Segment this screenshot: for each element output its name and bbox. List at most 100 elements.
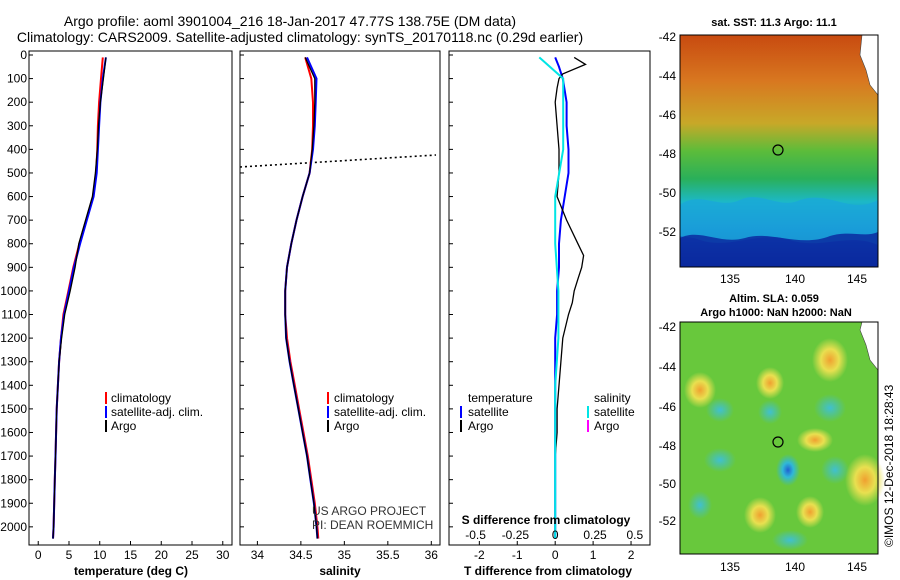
ytick-label: 100 (7, 72, 27, 86)
ytick-label: 1900 (0, 496, 27, 510)
temperature-panel-frame (28, 50, 233, 546)
sla-ytick: -44 (659, 360, 677, 374)
sla-low-anomaly (704, 448, 736, 472)
ytick-label: 1500 (0, 402, 27, 416)
xtick-label: 34.5 (289, 548, 313, 562)
sla-map (679, 321, 885, 555)
sla-map-field (680, 322, 878, 554)
ytick-label: 500 (7, 166, 27, 180)
sst-ytick: -46 (659, 108, 677, 122)
ytick-label: 1400 (0, 378, 27, 392)
project-annotation: US ARGO PROJECT (312, 504, 427, 518)
legend-s-argo-label: Argo (594, 419, 620, 433)
salinity-legend: climatology satellite-adj. clim. Argo (327, 391, 426, 433)
s-xtick-label: -0.25 (502, 528, 530, 542)
sst-ytick: -50 (659, 186, 677, 200)
sla-ytick: -46 (659, 400, 677, 414)
sla-xtick: 135 (720, 560, 740, 574)
legend-temperature-title: temperature (468, 391, 533, 405)
legend-s-satellite-label: satellite (594, 405, 635, 419)
legend-climatology-label: climatology (111, 391, 171, 405)
xtick-label: 35.5 (376, 548, 400, 562)
sst-map-title: sat. SST: 11.3 Argo: 11.1 (711, 17, 837, 29)
sst-cold-front (680, 197, 878, 245)
difference-series (538, 56, 587, 539)
sla-ytick: -50 (659, 477, 677, 491)
sla-map-title-2: Argo h1000: NaN h2000: NaN (700, 307, 852, 319)
sla-map-frame (679, 321, 879, 555)
salinity-xlabel: salinity (319, 564, 361, 578)
xtick-label: 0 (35, 548, 42, 562)
series-s-satellite (538, 56, 565, 539)
xtick-label: 5 (66, 548, 73, 562)
ytick-label: 1300 (0, 355, 27, 369)
sla-high-anomaly (797, 428, 833, 452)
legend-climatology-label: climatology (334, 391, 394, 405)
sst-cold-water (680, 232, 878, 267)
sla-high-anomaly (744, 497, 776, 533)
difference-panel-frame (448, 50, 651, 546)
ytick-label: 0 (20, 48, 27, 62)
xtick-label: -1 (512, 548, 523, 562)
title-line-2: Climatology: CARS2009. Satellite-adjuste… (17, 29, 583, 45)
sla-ytick: -52 (659, 514, 677, 528)
sst-argo-marker (772, 144, 784, 156)
sla-high-anomaly (796, 496, 824, 528)
title-line-1: Argo profile: aoml 3901004_216 18-Jan-20… (64, 13, 516, 29)
series-argo (52, 57, 107, 539)
sst-map-xticks: 135 140 145 (720, 272, 867, 286)
sla-low-anomaly (814, 394, 846, 422)
xtick-label: 34 (251, 548, 265, 562)
legend-argo-label: Argo (111, 419, 137, 433)
sla-high-anomaly (845, 454, 885, 506)
sla-high-anomaly (684, 372, 716, 408)
series-argo (284, 57, 319, 539)
sst-ytick: -48 (659, 147, 677, 161)
xtick-label: 0 (552, 548, 559, 562)
s-xtick-label: 0 (552, 528, 559, 542)
sla-low-anomaly (821, 456, 849, 484)
ytick-label: 1200 (0, 331, 27, 345)
salinity-series (284, 56, 320, 539)
difference-xlabel: T difference from climatology (464, 564, 632, 578)
sst-ytick: -52 (659, 225, 677, 239)
sla-map-title-1: Altim. SLA: 0.059 (729, 293, 819, 305)
s-xtick-label: 0.5 (626, 528, 643, 542)
sla-map-xticks: 135 140 145 (720, 560, 867, 574)
sst-ytick: -44 (659, 69, 677, 83)
legend-t-argo-label: Argo (468, 419, 494, 433)
sla-low-anomaly (772, 530, 808, 550)
temperature-series (52, 57, 107, 539)
sla-map-yticks: -42 -44 -46 -48 -50 -52 (659, 320, 677, 528)
s-xtick-label: 0.25 (583, 528, 607, 542)
temperature-xlabel: temperature (deg C) (74, 564, 188, 578)
sla-high-anomaly (812, 338, 848, 382)
sst-map (679, 34, 879, 268)
salinity-panel-frame (239, 50, 441, 546)
ytick-label: 700 (7, 213, 27, 227)
ytick-label: 300 (7, 119, 27, 133)
s-difference-xlabel: S difference from climatology (462, 513, 631, 527)
sst-xtick: 140 (785, 272, 805, 286)
xtick-label: 2 (628, 548, 635, 562)
series-t-argo (554, 56, 587, 539)
sst-map-frame (679, 34, 879, 268)
sla-ytick: -48 (659, 439, 677, 453)
axis-ticks: 0 5 10 15 20 25 300100200300400500600700800900… (0, 48, 643, 562)
pi-annotation: PI: DEAN ROEMMICH (312, 518, 433, 532)
ytick-label: 600 (7, 190, 27, 204)
ytick-label: 400 (7, 142, 27, 156)
ytick-label: 1000 (0, 284, 27, 298)
sla-low-anomaly (758, 400, 782, 424)
sla-high-anomaly (756, 367, 784, 399)
ytick-label: 1600 (0, 425, 27, 439)
ytick-label: 200 (7, 95, 27, 109)
salinity-dotted-line (239, 154, 437, 168)
sla-argo-marker (772, 436, 784, 448)
sla-xtick: 145 (847, 560, 867, 574)
xtick-label: 36 (425, 548, 439, 562)
difference-legend: temperature satellite Argo salinity sate… (460, 391, 635, 433)
sla-low-anomaly (776, 454, 800, 486)
sla-xtick: 140 (785, 560, 805, 574)
